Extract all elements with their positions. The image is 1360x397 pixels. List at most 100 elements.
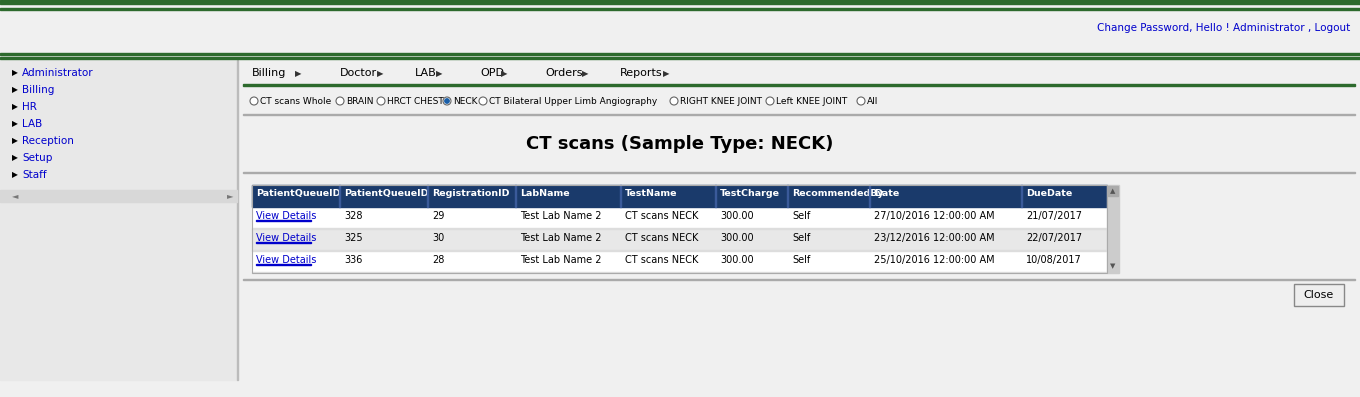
Bar (252, 228, 1107, 229)
Text: TestName: TestName (626, 189, 677, 198)
Bar (252, 250, 1107, 251)
Text: ▶: ▶ (500, 69, 507, 78)
Circle shape (670, 97, 679, 105)
Text: 22/07/2017: 22/07/2017 (1025, 233, 1083, 243)
Text: DueDate: DueDate (1025, 189, 1072, 198)
Text: Orders: Orders (545, 68, 582, 78)
Text: RIGHT KNEE JOINT: RIGHT KNEE JOINT (680, 97, 762, 106)
Text: Doctor: Doctor (340, 68, 377, 78)
Text: Staff: Staff (22, 170, 46, 180)
Bar (1108, 186, 1118, 196)
Text: ▶: ▶ (12, 136, 18, 145)
Bar (0, 190, 237, 202)
Text: Self: Self (792, 255, 811, 265)
Text: ◄: ◄ (12, 191, 19, 200)
Text: View Details: View Details (256, 211, 317, 221)
Text: Reports: Reports (620, 68, 662, 78)
Text: 325: 325 (344, 233, 363, 243)
Text: CT scans (Sample Type: NECK): CT scans (Sample Type: NECK) (526, 135, 834, 153)
Text: 300.00: 300.00 (719, 211, 753, 221)
Text: 30: 30 (432, 233, 445, 243)
Text: Self: Self (792, 233, 811, 243)
Text: ▶: ▶ (12, 102, 18, 111)
Text: Billing: Billing (252, 68, 287, 78)
Text: Setup: Setup (22, 153, 53, 163)
Bar (256, 242, 311, 243)
Text: ▶: ▶ (12, 153, 18, 162)
Bar (0, 53, 1360, 55)
Text: HR: HR (22, 102, 37, 112)
Text: NECK: NECK (453, 97, 477, 106)
Text: 21/07/2017: 21/07/2017 (1025, 211, 1083, 221)
Text: 10/08/2017: 10/08/2017 (1025, 255, 1081, 265)
Text: 328: 328 (344, 211, 363, 221)
Text: ▶: ▶ (12, 68, 18, 77)
Circle shape (479, 97, 487, 105)
Circle shape (766, 97, 774, 105)
Text: Administrator: Administrator (22, 68, 94, 78)
Bar (252, 207, 1107, 229)
Bar (243, 172, 1355, 173)
Text: RegistrationID: RegistrationID (432, 189, 510, 198)
Text: Date: Date (874, 189, 899, 198)
Text: OPD: OPD (480, 68, 505, 78)
Bar (0, 0, 1360, 60)
Circle shape (250, 97, 258, 105)
Text: 300.00: 300.00 (719, 255, 753, 265)
Text: 29: 29 (432, 211, 445, 221)
Text: Left KNEE JOINT: Left KNEE JOINT (777, 97, 847, 106)
Text: LAB: LAB (22, 119, 42, 129)
Text: View Details: View Details (256, 233, 317, 243)
Bar (1107, 185, 1119, 273)
Bar (243, 279, 1355, 280)
Text: LAB: LAB (415, 68, 437, 78)
Text: Reception: Reception (22, 136, 73, 146)
Bar (0, 0, 1360, 4)
Text: 23/12/2016 12:00:00 AM: 23/12/2016 12:00:00 AM (874, 233, 994, 243)
Bar (243, 84, 1355, 86)
Text: HRCT CHEST: HRCT CHEST (388, 97, 443, 106)
Circle shape (443, 97, 452, 105)
Text: All: All (868, 97, 879, 106)
Bar (0, 8, 1360, 10)
Bar (243, 114, 1355, 115)
Circle shape (377, 97, 385, 105)
Text: 27/10/2016 12:00:00 AM: 27/10/2016 12:00:00 AM (874, 211, 994, 221)
Bar (252, 272, 1107, 273)
Bar (252, 229, 1107, 251)
Text: CT scans NECK: CT scans NECK (626, 233, 699, 243)
Text: CT scans NECK: CT scans NECK (626, 255, 699, 265)
Text: ▶: ▶ (12, 85, 18, 94)
Text: ▶: ▶ (12, 170, 18, 179)
Text: Close: Close (1304, 290, 1334, 300)
Circle shape (857, 97, 865, 105)
Text: TestCharge: TestCharge (719, 189, 781, 198)
Text: ▶: ▶ (377, 69, 384, 78)
Text: BRAIN: BRAIN (345, 97, 374, 106)
Text: 300.00: 300.00 (719, 233, 753, 243)
Text: ▼: ▼ (1110, 263, 1115, 269)
Text: ▶: ▶ (662, 69, 669, 78)
Text: PatientQueueID: PatientQueueID (256, 189, 340, 198)
Text: RecommendedBy: RecommendedBy (792, 189, 884, 198)
Bar (0, 60, 237, 380)
Text: Billing: Billing (22, 85, 54, 95)
Bar (256, 220, 311, 221)
Text: 25/10/2016 12:00:00 AM: 25/10/2016 12:00:00 AM (874, 255, 994, 265)
FancyBboxPatch shape (1293, 284, 1344, 306)
Bar (252, 251, 1107, 273)
Text: Test Lab Name 2: Test Lab Name 2 (520, 255, 601, 265)
Text: ▲: ▲ (1110, 188, 1115, 194)
Text: ▶: ▶ (295, 69, 301, 78)
Circle shape (445, 99, 449, 103)
Text: ►: ► (227, 191, 234, 200)
Text: CT scans NECK: CT scans NECK (626, 211, 699, 221)
Bar (0, 57, 1360, 59)
Text: View Details: View Details (256, 255, 317, 265)
Text: ▶: ▶ (582, 69, 589, 78)
Text: PatientQueueID: PatientQueueID (344, 189, 428, 198)
Text: CT Bilateral Upper Limb Angiography: CT Bilateral Upper Limb Angiography (490, 97, 657, 106)
Circle shape (336, 97, 344, 105)
Text: 28: 28 (432, 255, 445, 265)
Text: Test Lab Name 2: Test Lab Name 2 (520, 233, 601, 243)
